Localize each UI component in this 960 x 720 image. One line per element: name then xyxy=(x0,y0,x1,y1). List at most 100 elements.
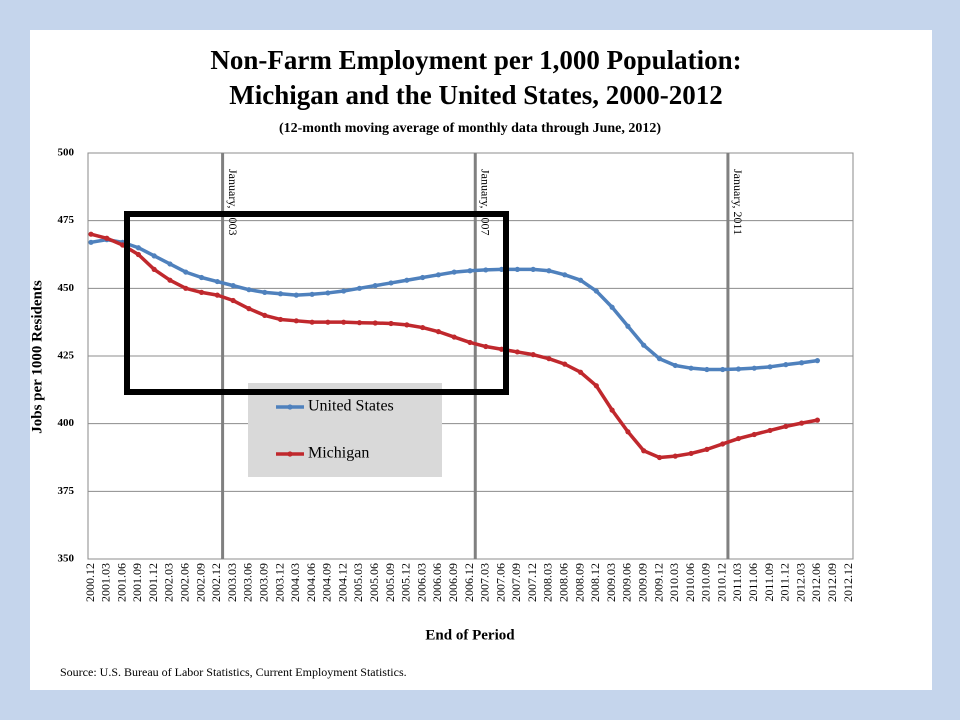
data-point xyxy=(672,453,678,459)
y-tick-label: 400 xyxy=(58,417,75,429)
data-point xyxy=(767,427,773,434)
x-tick-label: 2006.09 xyxy=(446,563,460,602)
data-point xyxy=(751,365,757,371)
data-point xyxy=(420,324,426,331)
data-point xyxy=(435,272,442,278)
data-point xyxy=(688,365,694,371)
highlight-box xyxy=(124,211,509,395)
x-tick-label: 2005.12 xyxy=(399,563,413,602)
x-tick-label: 2010.09 xyxy=(699,563,713,602)
x-tick-label: 2007.03 xyxy=(478,563,492,602)
x-tick-label: 2003.06 xyxy=(241,563,255,602)
data-point xyxy=(562,361,568,367)
data-point xyxy=(420,274,426,281)
x-tick-label: 2001.03 xyxy=(99,563,113,602)
data-point xyxy=(214,292,220,298)
x-tick-label: 2003.12 xyxy=(272,563,286,602)
x-axis-label: End of Period xyxy=(425,627,515,643)
x-tick-label: 2000.12 xyxy=(83,563,97,602)
x-tick-label: 2004.06 xyxy=(304,563,318,602)
data-point xyxy=(577,277,584,283)
panel xyxy=(30,30,932,690)
x-tick-label: 2011.12 xyxy=(778,563,792,602)
chart-title: Non-Farm Employment per 1,000 Population… xyxy=(210,45,741,75)
x-tick-label: 2002.12 xyxy=(209,563,223,602)
data-point xyxy=(530,352,536,358)
data-point xyxy=(783,423,789,429)
data-point xyxy=(467,339,473,346)
y-tick-label: 500 xyxy=(58,147,75,159)
data-point xyxy=(246,306,252,312)
data-point xyxy=(325,290,331,296)
x-tick-label: 2010.06 xyxy=(683,563,697,602)
data-point xyxy=(372,320,378,326)
data-point xyxy=(183,285,189,291)
x-tick-label: 2012.03 xyxy=(793,563,807,602)
data-point xyxy=(656,356,663,362)
data-point xyxy=(799,360,805,366)
data-point xyxy=(814,417,821,423)
legend-swatch-dot xyxy=(287,451,293,457)
legend-label: Michigan xyxy=(308,445,369,462)
data-point xyxy=(720,366,726,373)
data-point xyxy=(783,362,789,368)
data-point xyxy=(593,288,599,294)
data-point xyxy=(277,316,284,323)
data-point xyxy=(325,319,331,325)
x-tick-label: 2001.09 xyxy=(130,563,144,602)
data-point xyxy=(388,280,394,286)
data-point xyxy=(641,448,647,454)
x-tick-label: 2011.03 xyxy=(730,563,744,602)
data-point xyxy=(404,277,410,283)
x-tick-label: 2004.12 xyxy=(335,563,349,602)
x-tick-label: 2006.12 xyxy=(462,563,476,602)
data-point xyxy=(451,334,457,340)
x-tick-label: 2008.03 xyxy=(541,563,555,602)
data-point xyxy=(88,239,94,245)
data-point xyxy=(309,319,315,325)
data-point xyxy=(704,366,710,373)
chart-title: Michigan and the United States, 2000-201… xyxy=(229,80,723,110)
data-point xyxy=(246,287,252,293)
data-point xyxy=(167,277,173,283)
data-point xyxy=(104,235,110,241)
data-point xyxy=(135,245,141,251)
x-tick-label: 2012.06 xyxy=(809,563,823,602)
data-point xyxy=(451,269,457,275)
data-point xyxy=(230,283,236,289)
data-point xyxy=(609,407,615,413)
data-point xyxy=(672,362,678,369)
data-point xyxy=(609,304,615,310)
data-point xyxy=(767,364,773,370)
x-tick-label: 2006.06 xyxy=(430,563,444,602)
data-point xyxy=(435,329,442,335)
data-point xyxy=(356,320,363,326)
y-tick-label: 450 xyxy=(58,282,75,294)
y-tick-label: 375 xyxy=(58,485,75,497)
x-tick-label: 2002.03 xyxy=(162,563,176,602)
data-point xyxy=(262,289,268,295)
data-point xyxy=(151,266,157,272)
legend-label: United States xyxy=(308,398,394,415)
x-tick-label: 2010.12 xyxy=(714,563,728,602)
x-tick-label: 2008.12 xyxy=(588,563,602,602)
data-point xyxy=(799,420,805,426)
data-point xyxy=(309,291,315,297)
x-tick-label: 2010.03 xyxy=(667,563,681,602)
annotation: January, 2003 xyxy=(226,169,240,236)
legend-box xyxy=(248,383,442,477)
data-point xyxy=(198,274,205,281)
data-point xyxy=(277,291,284,297)
data-point xyxy=(498,346,505,352)
data-point xyxy=(262,312,268,318)
x-tick-label: 2009.06 xyxy=(620,563,634,602)
x-tick-label: 2003.09 xyxy=(256,563,270,602)
data-point xyxy=(814,358,821,364)
x-tick-label: 2007.06 xyxy=(493,563,507,602)
data-point xyxy=(625,323,631,329)
x-tick-label: 2009.03 xyxy=(604,563,618,602)
data-point xyxy=(293,318,299,324)
